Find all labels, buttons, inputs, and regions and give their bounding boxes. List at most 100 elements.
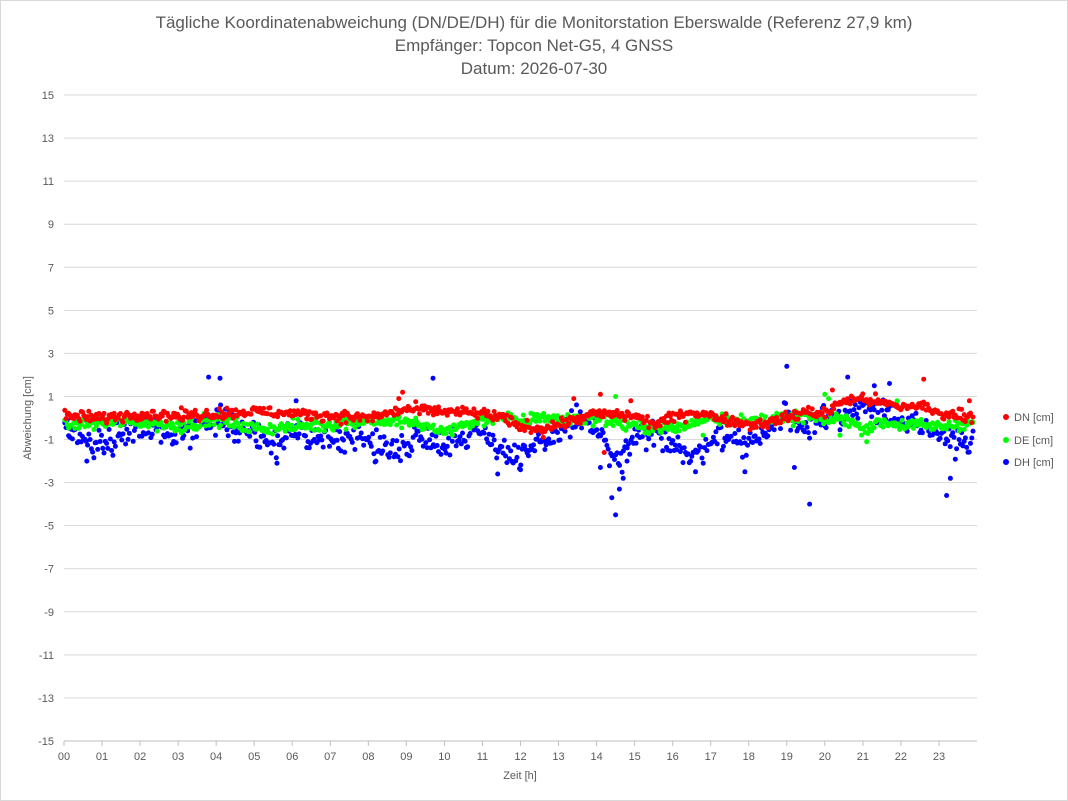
data-point <box>490 421 496 427</box>
data-point <box>104 420 110 426</box>
data-point <box>429 408 435 414</box>
data-point <box>396 446 402 452</box>
data-point <box>658 435 664 441</box>
data-point <box>783 401 789 406</box>
data-point <box>613 512 619 518</box>
y-tick-label: 11 <box>43 176 54 188</box>
data-point <box>97 439 103 444</box>
y-tick-label: 9 <box>48 219 54 231</box>
data-point <box>303 433 308 439</box>
data-point <box>399 433 405 438</box>
data-point <box>390 438 396 443</box>
data-point <box>419 436 425 442</box>
data-point <box>918 417 924 422</box>
data-point <box>247 429 253 434</box>
x-tick-label: 03 <box>172 751 184 763</box>
data-point <box>862 409 868 415</box>
data-point <box>505 444 511 450</box>
data-point <box>700 432 706 438</box>
data-point <box>264 411 270 417</box>
data-point <box>750 440 756 445</box>
data-point <box>420 443 426 449</box>
data-point <box>571 396 577 402</box>
data-point <box>867 420 873 426</box>
data-point <box>807 501 813 507</box>
data-point <box>306 445 312 451</box>
data-point <box>457 434 463 440</box>
data-point <box>557 423 563 429</box>
data-point <box>577 409 583 415</box>
data-point <box>646 425 652 431</box>
data-point <box>303 408 308 414</box>
data-point <box>899 417 905 423</box>
data-point <box>123 441 129 447</box>
legend-label: DH [cm] <box>1014 457 1054 469</box>
data-point <box>257 444 263 450</box>
data-point <box>485 408 491 414</box>
data-point <box>163 418 169 424</box>
x-axis-ticks: 00 01 02 03 04 05 06 07 08 09 10 11 12 13 14 15 16 17 18 19… <box>58 740 977 763</box>
data-point <box>626 441 631 447</box>
data-point <box>446 435 452 441</box>
data-point <box>790 423 796 429</box>
data-point <box>436 404 441 410</box>
data-point <box>338 448 344 454</box>
data-point <box>225 433 231 439</box>
data-point <box>159 413 165 419</box>
x-tick-label: 04 <box>210 751 222 763</box>
data-point <box>871 425 877 431</box>
data-point <box>352 425 358 431</box>
data-point <box>503 453 509 459</box>
data-point <box>281 445 287 451</box>
data-point <box>645 413 650 419</box>
data-point <box>579 425 585 431</box>
data-point <box>921 376 927 382</box>
data-point <box>506 422 512 428</box>
data-point <box>110 452 116 458</box>
data-point <box>125 436 131 442</box>
data-point <box>603 437 609 443</box>
data-point <box>543 442 549 448</box>
data-point <box>633 421 639 427</box>
data-point <box>308 426 313 432</box>
data-point <box>752 433 758 439</box>
data-point <box>430 422 436 428</box>
data-point <box>86 423 92 429</box>
x-tick-label: 22 <box>895 751 907 763</box>
data-point <box>370 418 376 424</box>
data-point <box>104 440 110 446</box>
data-point <box>467 431 473 436</box>
data-point <box>695 421 701 427</box>
data-point <box>613 394 619 399</box>
data-point <box>381 434 387 440</box>
data-point <box>871 383 877 389</box>
chart-title-line-1: Tägliche Koordinatenabweichung (DN/DE/DH… <box>156 13 913 32</box>
data-point <box>624 445 630 451</box>
data-point <box>871 407 877 413</box>
x-axis-label: Zeit [h] <box>503 770 537 782</box>
data-point <box>287 408 293 414</box>
data-point <box>310 420 316 426</box>
data-point <box>624 458 630 464</box>
data-point <box>969 435 975 441</box>
data-point <box>377 434 383 440</box>
data-point <box>586 420 592 426</box>
chart-title-line-3: Datum: 2026-07-30 <box>461 59 607 78</box>
data-point <box>762 414 768 420</box>
data-point <box>434 443 440 448</box>
data-point <box>823 425 829 431</box>
data-point <box>628 398 634 404</box>
data-point <box>443 430 449 436</box>
data-point <box>842 422 848 428</box>
data-point <box>233 430 239 436</box>
legend: DN [cm] DE [cm] DH [cm] <box>1003 412 1054 469</box>
data-point <box>295 417 301 422</box>
x-tick-label: 10 <box>438 751 450 763</box>
y-axis-ticks: 15 13 11 9 7 5 3 1 -1 -3 -5 -7 -9 -11 -13 -15 <box>38 90 54 748</box>
x-tick-label: 15 <box>629 751 641 763</box>
data-point <box>218 422 224 428</box>
data-point <box>334 437 340 443</box>
x-tick-label: 12 <box>514 751 526 763</box>
data-point <box>451 422 457 428</box>
